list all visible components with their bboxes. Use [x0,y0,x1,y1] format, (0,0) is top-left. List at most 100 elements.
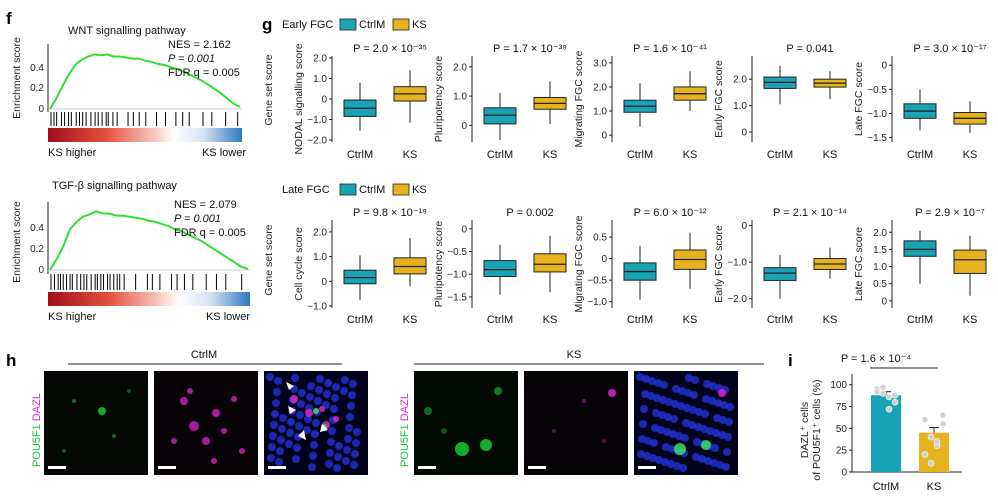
y-tick-label: −1.0 [447,270,467,281]
cell [582,399,586,403]
cell [441,428,447,434]
cell [212,409,220,417]
x-tick-label: KS [823,149,838,161]
nucleus [706,427,714,435]
legend-group-title: Early FGC [282,19,333,31]
nucleus [683,404,691,412]
nucleus [639,420,647,428]
nucleus [684,389,692,397]
micro-group-ks: KS [567,349,582,361]
y-tick-label: 2.0 [313,227,327,238]
gsea-plot-tgfb: TGF-β signalling pathway Enrichment scor… [11,180,250,323]
bar-data-point [921,451,929,458]
p-value-label: P = 0.002 [506,207,553,219]
gsea-hit-marks [50,112,239,126]
gsea-right-label: KS lower [206,311,250,323]
nucleus [641,390,649,398]
cell [494,387,502,395]
bar-chart-dazl: P = 1.6 × 10⁻⁴ DAZL⁺ cells of POU5F1⁺ ce… [799,353,962,493]
gsea-ytick: 0.2 [30,244,44,255]
boxplot-0-2: 3.0 2.0 1.0 0 Migrating FGC score P = 1.6 × 1… [573,43,707,161]
y-tick-label: 0 [881,296,887,307]
y-tick-label: 1.0 [313,74,327,85]
nucleus [275,458,283,466]
x-tick-label: CtrlM [487,149,513,161]
panel-label-f: f [6,9,12,28]
y-tick-label: −1.5 [867,133,887,144]
panel-label-g: g [262,15,272,34]
y-tick-label: 0 [741,128,747,139]
y-tick-label: 1.0 [733,101,747,112]
bar-data-point [885,393,893,401]
nucleus [664,413,672,421]
bar-data-point [939,420,947,428]
nucleus [673,462,681,470]
nucleus [352,439,360,447]
p-value-label: P = 6.0 × 10⁻¹² [634,207,707,219]
cell [189,421,199,431]
y-tick-label: 2.0 [593,82,607,93]
gsea-stat-p: P = 0.001 [174,213,221,225]
x-tick-label: CtrlM [487,314,513,326]
nucleus [353,428,361,436]
nucleus [323,390,331,398]
y-tick-label: 0.5 [873,279,887,290]
bar-data-point [939,411,947,419]
nucleus [267,454,275,462]
nucleus [665,398,673,406]
x-tick-label: CtrlM [347,149,373,161]
cell [319,406,325,412]
nucleus [332,383,340,391]
nucleus [349,380,357,388]
arrow-icon [298,430,306,440]
nucleus [266,373,274,381]
y-tick-label: −1.5 [447,292,467,303]
bar-data-point [873,388,881,396]
cell [202,437,210,445]
nucleus [692,453,700,461]
nucleus [311,430,319,438]
scale-bar [268,466,286,469]
nucleus [298,389,306,397]
legend-swatch-ctrl [339,18,357,31]
nucleus [682,419,690,427]
nucleus [330,405,338,413]
y-tick-label: 1.0 [593,107,607,118]
y-tick-label: 2.0 [313,54,327,65]
x-tick-label: KS [683,314,698,326]
nucleus [286,429,294,437]
nucleus [268,443,276,451]
nucleus [307,382,315,390]
nucleus [293,444,301,452]
p-value-label: P = 9.8 × 10⁻¹⁹ [353,207,427,219]
nucleus [304,415,312,423]
cell [112,434,116,438]
cell [608,389,616,397]
cell [62,449,66,453]
nucleus [325,460,333,468]
p-value-label: P = 2.1 × 10⁻¹⁴ [773,207,847,219]
y-tick-label: 0 [601,131,607,142]
p-value-label: P = 0.041 [786,43,833,55]
arrow-icon [320,424,328,432]
nucleus [695,408,703,416]
x-tick-label: KS [543,314,558,326]
y-tick-label: 0 [741,221,747,232]
nucleus [292,455,300,463]
legend-label-ctrl: CtrlM [359,19,385,31]
y-tick-label: −2.0 [307,136,327,147]
gsea-left-label: KS higher [48,147,97,159]
gsea-stat-fdr: FDR q = 0.005 [174,227,246,239]
nucleus [714,399,722,407]
nucleus [725,418,733,426]
nucleus [274,377,282,385]
cell [221,428,227,434]
nucleus [333,464,341,472]
cell [231,396,237,402]
nucleus [694,423,702,431]
nucleus [316,375,324,383]
y-tick-label: −1.0 [727,258,747,269]
nucleus [297,400,305,408]
